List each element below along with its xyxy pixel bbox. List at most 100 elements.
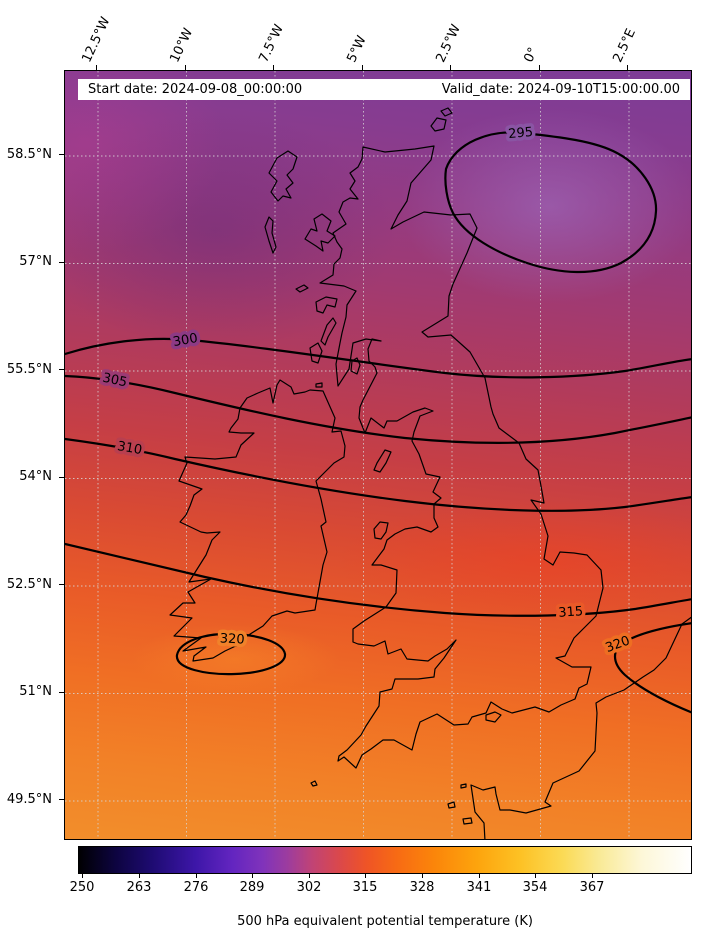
- contour-320-west-closed: [175, 632, 287, 676]
- y-tick-label: 51°N: [19, 684, 52, 699]
- islay: [309, 342, 323, 364]
- skye: [304, 213, 336, 252]
- contour-label-320-east: 320: [604, 633, 632, 656]
- colorbar-tick-label: 263: [126, 880, 152, 895]
- contour-label-305: 305: [101, 371, 128, 391]
- x-tick-mark: [539, 65, 540, 70]
- top-axis: 12.5°W 10°W 7.5°W 5°W 2.5°W 0° 2.5°E: [0, 0, 716, 65]
- coastline-ireland: [169, 379, 346, 662]
- colorbar-tick-mark: [252, 874, 253, 878]
- y-tick-mark: [59, 154, 64, 155]
- contour-305: [65, 374, 691, 444]
- map-overlay: 295 300 305 310 315 320 320: [65, 71, 691, 839]
- x-tick-mark: [627, 65, 628, 70]
- y-tick-label: 54°N: [19, 469, 52, 484]
- colorbar-tick-label: 315: [352, 880, 378, 895]
- contour-lines: [65, 131, 691, 714]
- x-tick-mark: [362, 65, 363, 70]
- alderney: [460, 783, 467, 789]
- contour-300: [65, 337, 691, 379]
- title-bar: Start date: 2024-09-08_00:00:00 Valid_da…: [78, 79, 690, 100]
- map-plot: 295 300 305 310 315 320 320 Start date: …: [64, 70, 692, 840]
- contour-310: [65, 437, 691, 512]
- rathlin: [315, 382, 323, 388]
- y-tick-mark: [59, 799, 64, 800]
- contour-label-315: 315: [558, 604, 584, 621]
- colorbar-tick-label: 302: [296, 880, 322, 895]
- colorbar-tick-label: 354: [522, 880, 548, 895]
- contour-315: [65, 542, 691, 617]
- coastline-great-britain: [319, 145, 604, 769]
- contour-labels: 295 300 305 310 315 320 320: [98, 121, 636, 659]
- mull: [315, 296, 338, 314]
- colorbar-gradient: [79, 847, 691, 873]
- scilly-isles: [310, 780, 318, 787]
- guernsey: [447, 801, 456, 809]
- graticule: [65, 71, 691, 839]
- colorbar-tick-mark: [479, 874, 480, 878]
- contour-label-300: 300: [172, 331, 199, 350]
- colorbar-tick-label: 367: [579, 880, 605, 895]
- valid-date-label: Valid_date: 2024-09-10T15:00:00.00: [441, 82, 680, 97]
- x-tick-mark: [96, 65, 97, 70]
- jersey: [462, 817, 473, 825]
- contour-295: [444, 131, 658, 274]
- orkney-north: [440, 107, 453, 117]
- colorbar-tick-mark: [309, 874, 310, 878]
- tiree: [295, 284, 309, 293]
- colorbar-tick-label: 328: [409, 880, 435, 895]
- start-date-label: Start date: 2024-09-08_00:00:00: [88, 82, 303, 97]
- y-tick-label: 57°N: [19, 254, 52, 269]
- colorbar-tick-label: 250: [69, 880, 95, 895]
- y-tick-label: 52.5°N: [6, 577, 52, 592]
- x-tick-label: 7.5°W: [256, 22, 287, 65]
- colorbar-tick-mark: [535, 874, 536, 878]
- y-tick-label: 49.5°N: [6, 792, 52, 807]
- x-tick-label: 2.5°E: [610, 26, 639, 65]
- y-tick-mark: [59, 369, 64, 370]
- contour-label-320-west: 320: [219, 631, 245, 647]
- coastlines: [169, 107, 691, 839]
- isle-of-wight: [485, 711, 502, 723]
- y-tick-mark: [59, 584, 64, 585]
- colorbar-tick-mark: [592, 874, 593, 878]
- y-tick-mark: [59, 692, 64, 693]
- contour-label-310: 310: [116, 439, 143, 458]
- x-tick-label: 5°W: [344, 33, 370, 65]
- left-axis: 58.5°N 57°N 55.5°N 54°N 52.5°N 51°N 49.5…: [0, 0, 58, 949]
- y-tick-label: 55.5°N: [6, 362, 52, 377]
- colorbar-tick-mark: [82, 874, 83, 878]
- y-tick-label: 58.5°N: [6, 147, 52, 162]
- coastline-france-lowcountries: [470, 616, 691, 839]
- isle-of-man: [373, 449, 392, 473]
- x-tick-mark: [185, 65, 186, 70]
- jura: [320, 317, 337, 346]
- colorbar-tick-mark: [196, 874, 197, 878]
- orkney: [430, 117, 447, 132]
- colorbar: [78, 846, 692, 874]
- x-tick-label: 10°W: [167, 26, 197, 65]
- contour-320-east: [613, 622, 691, 714]
- colorbar-tick-mark: [139, 874, 140, 878]
- colorbar-tick-label: 341: [466, 880, 492, 895]
- theta-e-field: [65, 71, 691, 839]
- arran: [350, 357, 361, 375]
- colorbar-tick-label: 276: [183, 880, 209, 895]
- y-tick-mark: [59, 262, 64, 263]
- uists: [264, 216, 277, 254]
- colorbar-tick-mark: [422, 874, 423, 878]
- contour-label-295: 295: [508, 125, 534, 142]
- x-tick-mark: [273, 65, 274, 70]
- colorbar-tick-label: 289: [239, 880, 265, 895]
- anglesey: [373, 521, 389, 540]
- lewis-harris: [268, 150, 298, 202]
- coastline-islands: [264, 107, 502, 825]
- x-tick-mark: [450, 65, 451, 70]
- x-tick-label: 12.5°W: [79, 14, 114, 65]
- colorbar-tick-mark: [365, 874, 366, 878]
- y-tick-mark: [59, 477, 64, 478]
- colorbar-caption: 500 hPa equivalent potential temperature…: [237, 914, 533, 929]
- x-tick-label: 0°: [521, 45, 542, 65]
- x-tick-label: 2.5°W: [433, 22, 464, 65]
